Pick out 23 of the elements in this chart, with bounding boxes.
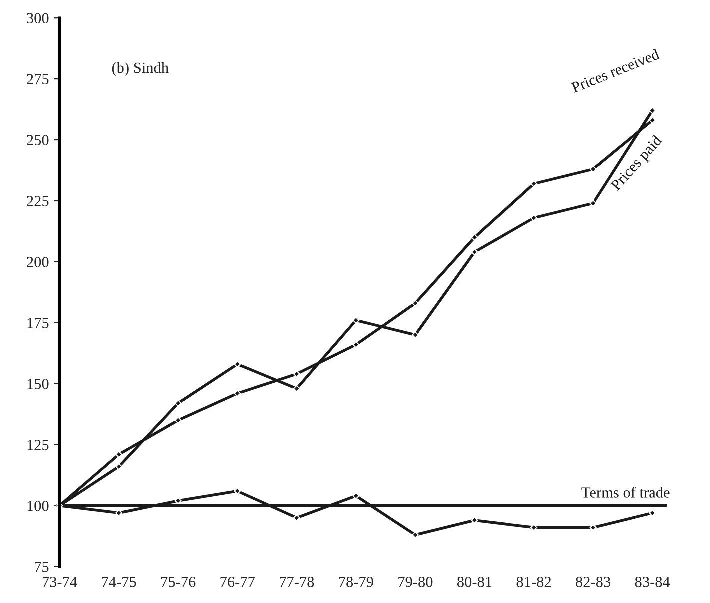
y-tick-label: 125: [28, 440, 49, 450]
y-tick-label: 150: [28, 379, 49, 390]
y-tick-label: 175: [28, 318, 49, 328]
x-tick-label: 74-75: [102, 577, 136, 588]
x-tick-label: 77-78: [280, 576, 314, 588]
y-tick-label: 75: [35, 562, 49, 572]
x-tick-label: 81-82: [516, 576, 551, 588]
y-tick-label: 300: [27, 13, 49, 24]
y-tick-label: 250: [27, 135, 49, 146]
x-tick-label: 79-80: [398, 576, 433, 588]
x-tick-label: 83-84: [635, 576, 670, 588]
y-tick-label: 275: [27, 74, 49, 85]
x-tick-label: 75-76: [162, 577, 196, 588]
y-tick-label: 100: [28, 500, 49, 512]
x-tick-label: 80-81: [457, 576, 492, 588]
y-tick-label: 200: [27, 257, 49, 268]
x-tick-label: 78-79: [339, 576, 374, 588]
text: (b) Sindh: [112, 62, 169, 76]
x-tick-label: 73-74: [42, 577, 78, 588]
y-tick-label: 225: [27, 196, 49, 206]
series-label: Terms of trade: [582, 486, 670, 498]
x-tick-label: 76-77: [220, 577, 255, 588]
x-tick-label: 82-83: [576, 576, 611, 588]
